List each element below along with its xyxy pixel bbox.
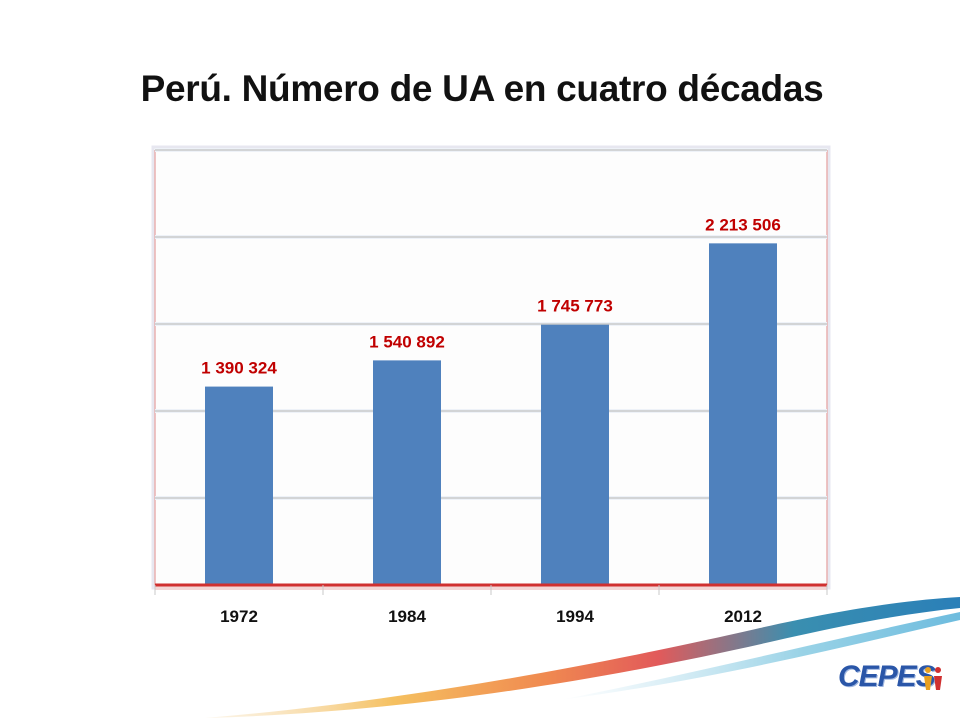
x-tick-label-1972: 1972 (220, 607, 258, 626)
x-tick-label-1994: 1994 (556, 607, 594, 626)
bar-1972 (205, 386, 273, 585)
value-label-1984: 1 540 892 (369, 332, 445, 351)
swoosh-band-secondary (560, 612, 960, 700)
cepes-logo: CEPES (838, 656, 948, 702)
x-tick-label-1984: 1984 (388, 607, 426, 626)
value-label-1972: 1 390 324 (201, 359, 277, 378)
logo-figures-icon (924, 667, 942, 690)
bar-2012 (709, 243, 777, 585)
bar-1994 (541, 324, 609, 585)
value-labels: 1 390 324 1 540 892 1 745 773 2 213 506 (201, 215, 781, 377)
value-label-2012: 2 213 506 (705, 215, 781, 234)
value-label-1994: 1 745 773 (537, 297, 613, 316)
bars (205, 243, 777, 585)
chart-title: Perú. Número de UA en cuatro décadas (140, 68, 824, 109)
x-tick-labels: 1972 1984 1994 2012 (220, 607, 762, 626)
bar-1984 (373, 360, 441, 585)
swoosh-band (205, 597, 960, 718)
logo-text: CEPES (838, 660, 936, 693)
x-axis (154, 583, 828, 595)
x-tick-label-2012: 2012 (724, 607, 762, 626)
